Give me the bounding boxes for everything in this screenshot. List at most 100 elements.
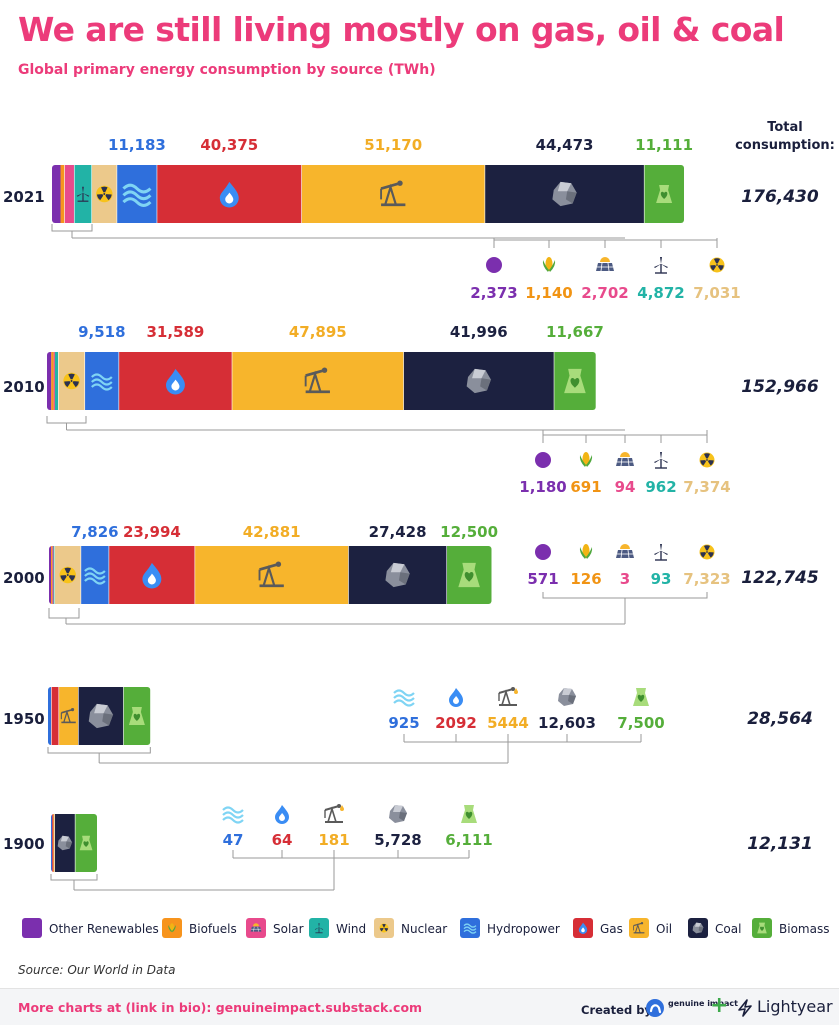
biomass-plant-icon — [458, 562, 480, 588]
bar-segment-biofuels — [51, 546, 53, 604]
nuclear-icon — [63, 372, 80, 390]
wind-turbine-icon — [654, 452, 668, 469]
legend-swatch — [22, 918, 42, 938]
oil-pump-icon — [498, 687, 518, 706]
bar-segment-gas — [51, 687, 59, 745]
callout-value-oil: 181 — [318, 831, 349, 849]
biomass-plant-icon — [564, 368, 586, 394]
stacked-bar — [47, 352, 596, 410]
legend-label: Solar — [273, 922, 304, 936]
wind-turbine-icon — [654, 257, 668, 274]
chart-subtitle: Global primary energy consumption by sou… — [18, 62, 436, 78]
small-value-biofuels: 1,140 — [525, 284, 572, 302]
year-label: 2000 — [3, 569, 45, 587]
more-charts-link[interactable]: More charts at (link in bio): genuineimp… — [18, 1000, 423, 1015]
bar-segment-oil — [53, 814, 55, 872]
purple-dot-icon — [486, 257, 502, 273]
total-header-label: consumption: — [735, 138, 835, 153]
legend-item-gas: Gas — [573, 918, 623, 938]
coal-rock-icon — [88, 703, 114, 729]
solar-panel-icon — [596, 257, 614, 272]
corn-icon — [579, 544, 593, 559]
oil-pump-icon — [324, 804, 344, 823]
flame-icon — [142, 562, 162, 589]
callout-value-hydropower: 925 — [388, 714, 419, 732]
legend-item-other-renewables: Other Renewables — [22, 918, 159, 938]
waves-icon — [122, 183, 152, 207]
legend-label: Gas — [600, 922, 623, 936]
waves-icon — [222, 806, 244, 824]
coal-rock-icon — [558, 688, 576, 706]
value-label-gas: 40,375 — [200, 136, 258, 154]
nuclear-icon — [709, 257, 725, 273]
wind-turbine-icon — [654, 544, 668, 561]
total-value: 122,745 — [741, 568, 818, 588]
bracket-line — [50, 874, 98, 881]
lightyear-wordmark: Lightyear — [757, 997, 833, 1016]
bracket-line — [47, 747, 151, 754]
bar-segment-biofuels — [51, 352, 54, 410]
source-note: Source: Our World in Data — [18, 963, 176, 977]
legend-item-solar: Solar — [246, 918, 304, 938]
small-value-biofuels: 126 — [570, 570, 601, 588]
value-label-oil: 42,881 — [243, 523, 301, 541]
flame-icon — [219, 181, 239, 208]
bar-segment-wind — [54, 352, 59, 410]
solar-panel-icon — [616, 452, 634, 467]
legend-item-biomass: Biomass — [752, 918, 829, 938]
corn-icon — [168, 923, 176, 933]
callout-value-coal: 12,603 — [538, 714, 596, 732]
biomass-plant-icon — [757, 922, 767, 934]
value-label-hydropower: 11,183 — [108, 136, 166, 154]
nuclear-icon — [699, 544, 715, 560]
flame-icon — [449, 688, 463, 707]
bracket-line — [46, 416, 87, 424]
bracket-line — [51, 224, 93, 232]
bar-segment-wind — [53, 546, 55, 604]
callout-value-oil: 5444 — [487, 714, 529, 732]
small-value-biofuels: 691 — [570, 478, 601, 496]
year-row-2010: 2010 152,966 9,518 31,589 47,895 41,996 11,667… — [3, 323, 819, 496]
stacked-bar — [52, 165, 684, 223]
bar-segment-hydropower — [51, 814, 53, 872]
legend-item-wind: Wind — [309, 918, 366, 938]
oil-pump-icon — [304, 367, 332, 394]
legend-item-hydropower: Hydropower — [460, 918, 560, 938]
small-value-wind: 4,872 — [637, 284, 684, 302]
year-label: 1900 — [3, 835, 45, 853]
lightyear-logo-icon — [738, 999, 752, 1017]
footer-bar: More charts at (link in bio): genuineimp… — [0, 988, 839, 1025]
legend: Other Renewables Biofuels Solar Wind Nuclear… — [22, 918, 829, 938]
legend-label: Hydropower — [487, 922, 560, 936]
year-row-2000: 2000 122,745 7,826 23,994 42,881 27,428 12,500… — [3, 523, 819, 625]
total-value: 176,430 — [741, 187, 819, 207]
oil-pump-icon — [380, 180, 407, 207]
legend-item-nuclear: Nuclear — [374, 918, 447, 938]
oil-pump-icon — [633, 922, 645, 934]
callout-value-biomass: 7,500 — [617, 714, 664, 732]
genuine-impact-wordmark: genuine impact — [668, 999, 738, 1008]
oil-pump-icon — [60, 708, 77, 724]
bar-segment-hydropower — [48, 687, 52, 745]
wind-turbine-icon — [314, 923, 324, 934]
oil-pump-icon — [258, 561, 286, 588]
small-value-other-renewables: 571 — [527, 570, 558, 588]
value-label-hydropower: 7,826 — [71, 523, 118, 541]
corn-icon — [579, 452, 593, 467]
bracket-line — [48, 608, 80, 619]
total-header-label: Total — [767, 120, 803, 135]
biomass-plant-icon — [633, 688, 649, 706]
coal-rock-icon — [385, 562, 410, 588]
year-label: 1950 — [3, 710, 45, 728]
legend-label: Nuclear — [401, 922, 447, 936]
small-value-wind: 962 — [645, 478, 676, 496]
nuclear-icon — [96, 185, 113, 203]
corn-icon — [542, 257, 556, 272]
bar-segment-biofuels — [60, 165, 65, 223]
total-value: 152,966 — [741, 377, 819, 397]
nuclear-icon — [699, 452, 715, 468]
bracket-line — [542, 592, 708, 599]
legend-label: Coal — [715, 922, 741, 936]
bar-segment-solar — [52, 546, 54, 604]
year-row-1950: 1950 28,564 925 2092 5444 12,603 7,500 — [3, 687, 813, 764]
